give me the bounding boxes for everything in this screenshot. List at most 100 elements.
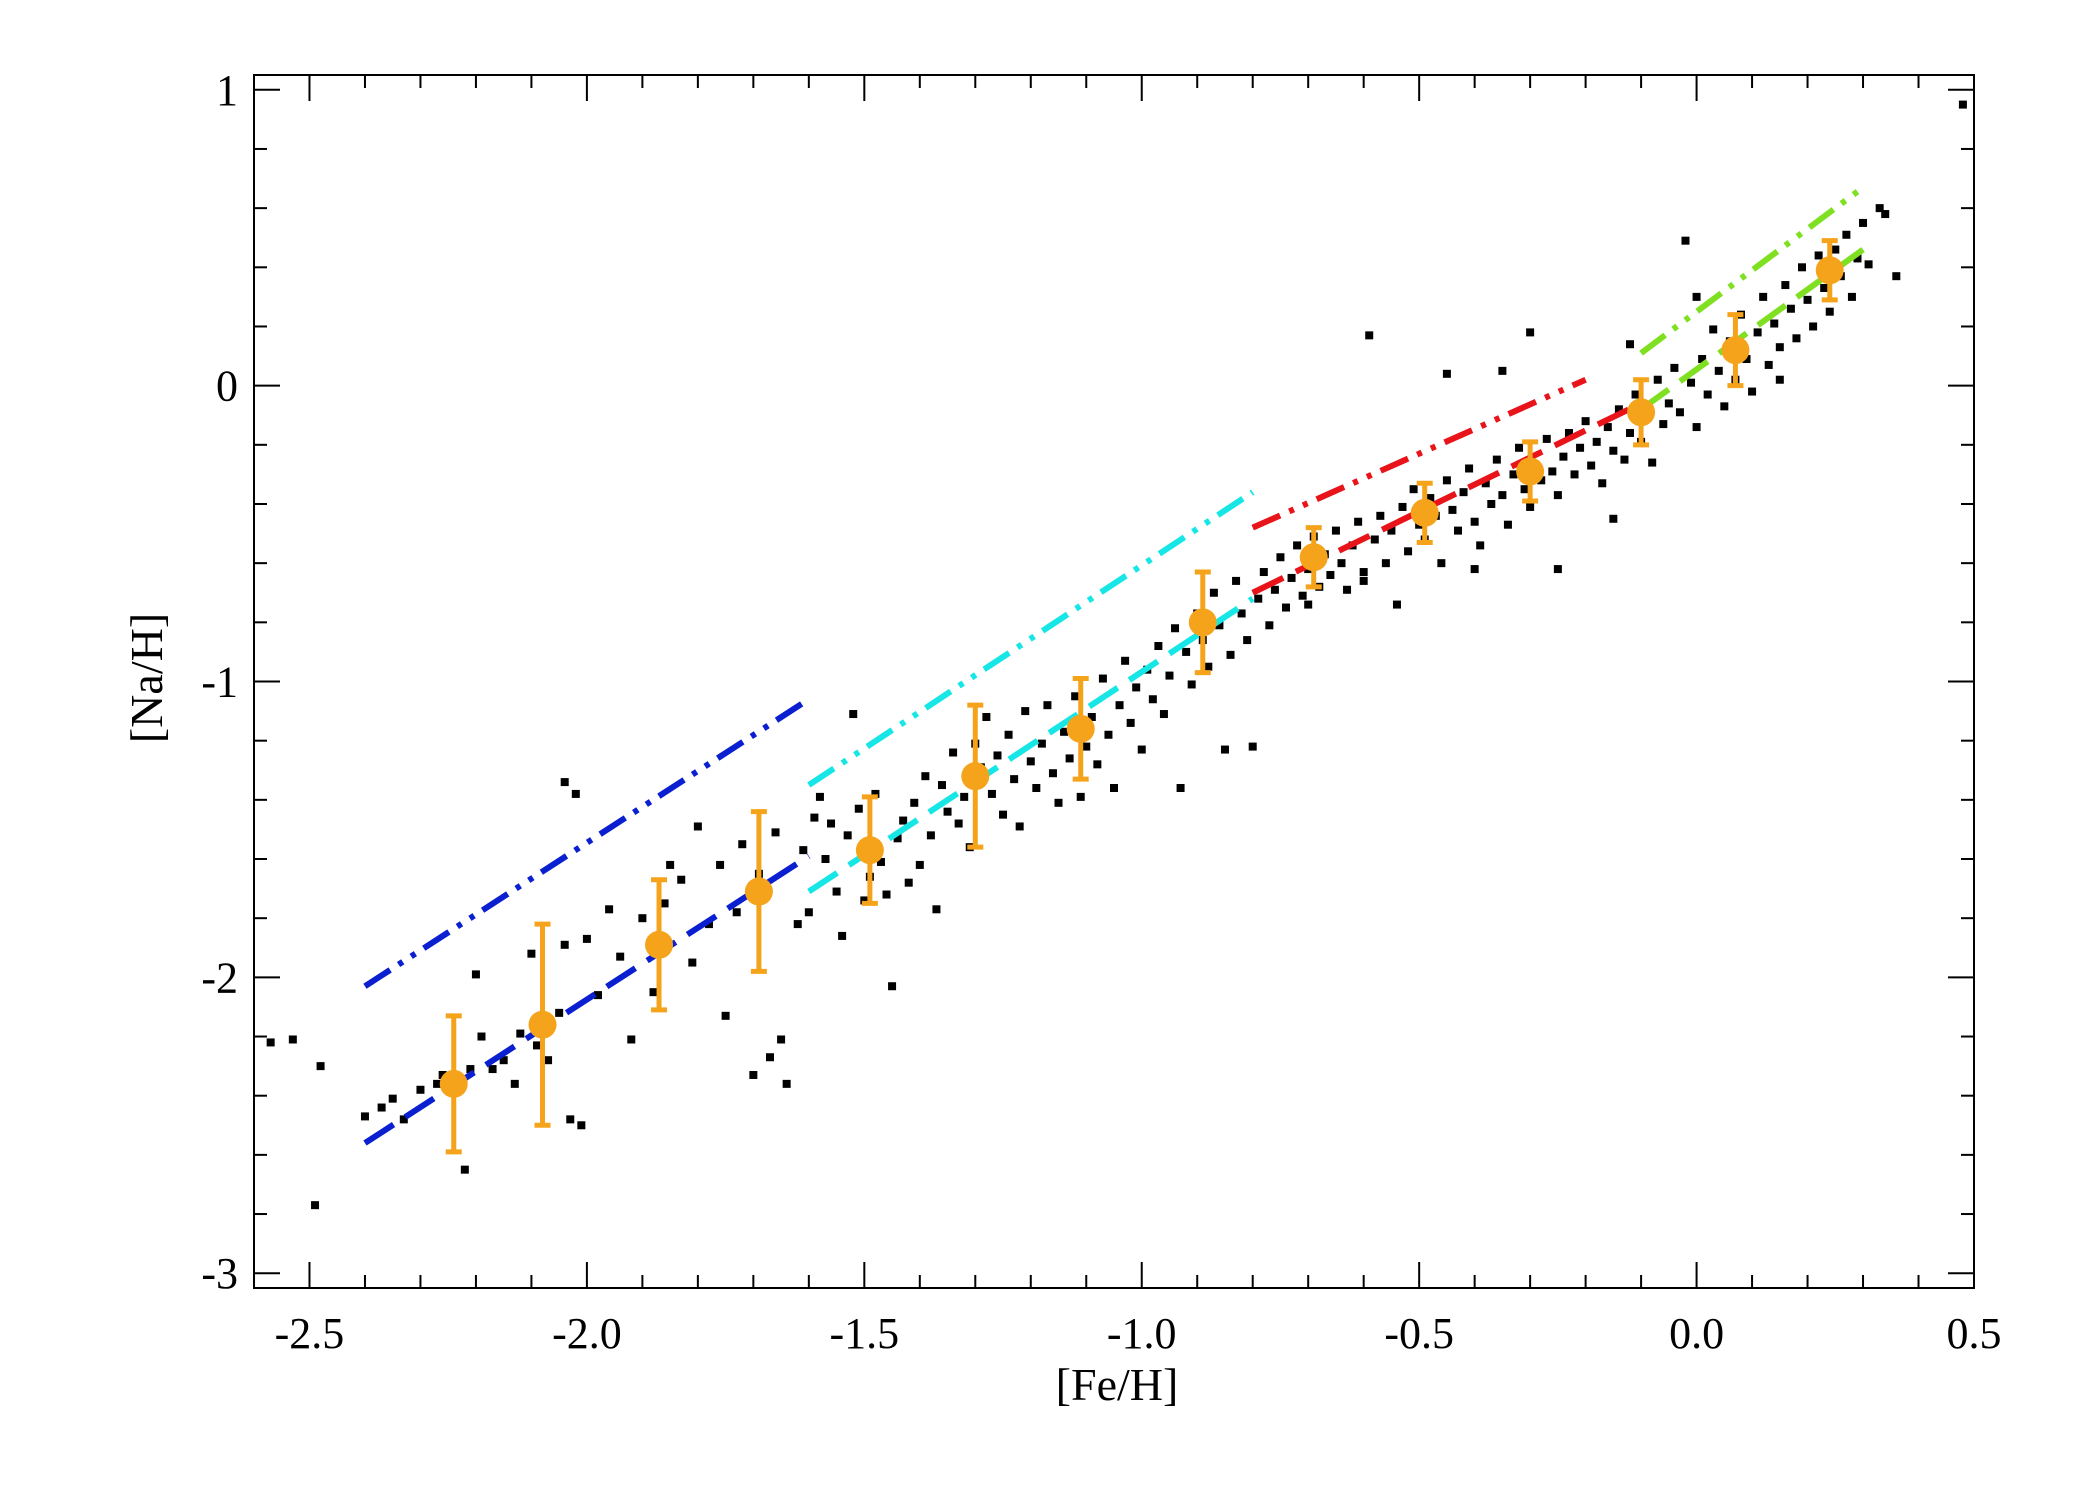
scatter-point (910, 798, 919, 807)
scatter-point (1359, 568, 1368, 577)
scatter-point (1492, 455, 1501, 464)
binned-mean-marker (744, 877, 773, 906)
scatter-point (827, 819, 836, 828)
scatter-point (1753, 328, 1762, 337)
scatter-point (799, 846, 808, 855)
scatter-point (1520, 485, 1529, 494)
x-tick-label: -2.0 (552, 1309, 622, 1358)
scatter-point (1176, 784, 1185, 793)
scatter-point (1798, 263, 1806, 272)
scatter-point (1370, 535, 1379, 544)
scatter-point (1337, 559, 1346, 568)
scatter-point (666, 860, 675, 869)
scatter-point (1293, 541, 1302, 550)
scatter-point (1648, 458, 1657, 467)
scatter-point (460, 1165, 469, 1174)
scatter-point (477, 1032, 486, 1041)
scatter-point (1326, 570, 1335, 579)
scatter-point (1465, 464, 1474, 473)
scatter-point (1065, 754, 1074, 763)
cyan-dash-fit-line (807, 596, 1255, 895)
scatter-point (1503, 520, 1512, 529)
scatter-point (1703, 390, 1712, 399)
scatter-point (1359, 576, 1368, 585)
scatter-point (1620, 455, 1629, 464)
scatter-point (311, 1201, 320, 1210)
scatter-point (471, 970, 480, 979)
scatter-point (849, 710, 858, 719)
scatter-point (1381, 559, 1390, 568)
scatter-point (771, 828, 780, 837)
binned-mean (645, 877, 674, 1013)
scatter-point (766, 1053, 774, 1062)
x-tick-label: -1.5 (829, 1309, 899, 1358)
scatter-point (1093, 760, 1102, 769)
scatter-point (693, 822, 702, 831)
blue-dash-dot-dot-fit-line (363, 696, 811, 989)
scatter-point (1692, 423, 1701, 432)
scatter-point (1559, 452, 1568, 461)
scatter-point (1276, 553, 1285, 562)
scatter-point (1442, 369, 1451, 378)
scatter-point (1626, 428, 1634, 437)
scatter-point (1614, 405, 1623, 414)
scatter-point (1082, 742, 1091, 751)
scatter-point (921, 772, 930, 781)
scatter-point (1476, 541, 1485, 550)
scatter-point (1875, 204, 1884, 213)
scatter-point (1243, 636, 1252, 645)
binned-mean (1516, 439, 1545, 504)
scatter-point (488, 1065, 497, 1074)
binned-mean-marker (1815, 256, 1844, 285)
scatter-point (1254, 594, 1263, 603)
scatter-point (1232, 576, 1241, 585)
scatter-point (949, 748, 958, 757)
scatter-point (721, 1011, 730, 1020)
scatter-point (1853, 254, 1862, 263)
scatter-point (616, 952, 625, 961)
scatter-point (1709, 325, 1718, 334)
scatter-point (288, 1035, 297, 1044)
scatter-point (1803, 295, 1812, 304)
scatter-point (1015, 822, 1024, 831)
scatter-point (954, 819, 963, 828)
scatter-point (1087, 713, 1096, 722)
scatter-point (1509, 470, 1518, 479)
scatter-point (716, 860, 725, 869)
x-tick-label: -1.0 (1107, 1309, 1177, 1358)
scatter-point (1859, 218, 1868, 227)
scatter-point (1681, 236, 1690, 245)
scatter-point (1354, 517, 1363, 526)
y-tick-label: -3 (201, 1249, 238, 1298)
scatter-point (510, 1079, 519, 1088)
scatter-point (1542, 434, 1551, 443)
scatter-point (577, 1121, 586, 1130)
scatter-point (1820, 284, 1829, 293)
scatter-point (1653, 375, 1662, 384)
binned-mean-marker (855, 836, 884, 865)
scatter-point (1259, 568, 1268, 577)
scatter-point (777, 1035, 786, 1044)
scatter-point (732, 908, 741, 917)
scatter-point (316, 1062, 325, 1071)
scatter-point (1498, 491, 1507, 500)
binned-mean (439, 1013, 468, 1155)
scatter-point (1021, 707, 1030, 716)
scatter-point (1248, 742, 1257, 751)
binned-mean (1721, 312, 1750, 389)
scatter-point (793, 920, 802, 929)
scatter-point (1026, 757, 1035, 766)
scatter-point (982, 713, 991, 722)
binned-mean (855, 794, 884, 906)
scatter-point (1442, 476, 1451, 485)
scatter-point (1032, 784, 1041, 793)
binned-mean (961, 702, 990, 850)
scatter-point (1792, 334, 1801, 343)
scatter-point (993, 751, 1002, 760)
scatter-point (466, 1065, 475, 1074)
scatter-point (1209, 588, 1218, 597)
scatter-point (860, 896, 869, 905)
scatter-point (1121, 656, 1130, 665)
scatter-point (544, 1056, 553, 1065)
scatter-point (749, 1070, 758, 1079)
